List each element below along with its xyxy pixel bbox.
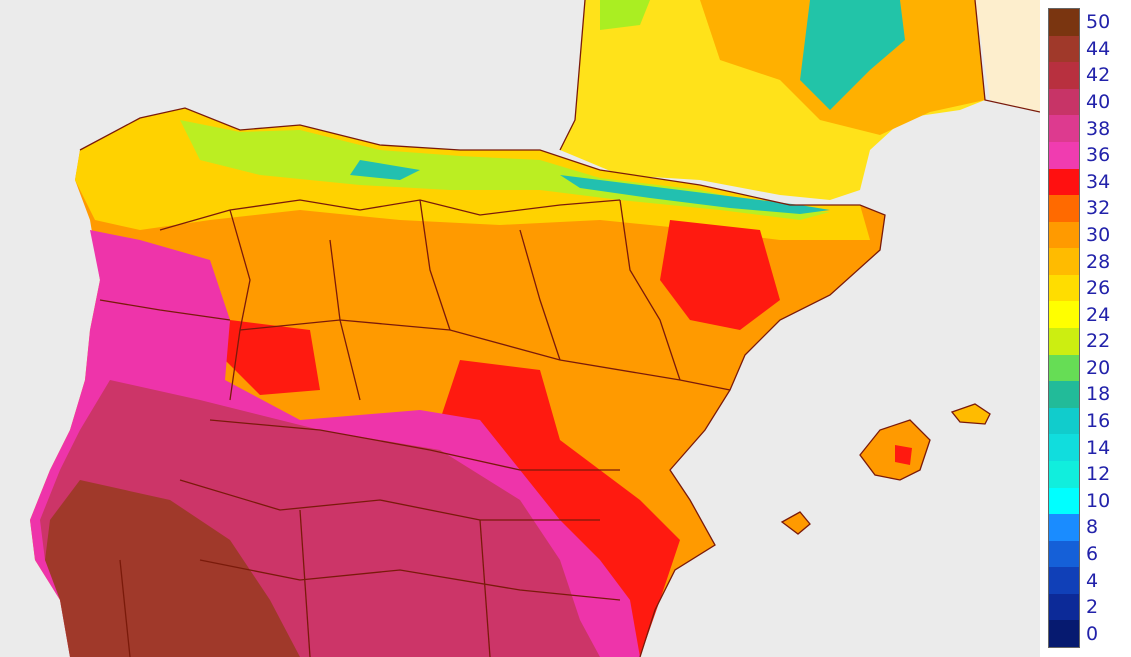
legend-swatch [1049, 514, 1079, 542]
temperature-map [0, 0, 1040, 657]
legend-swatch [1049, 540, 1079, 568]
legend-label: 12 [1086, 463, 1111, 486]
legend-swatch [1049, 487, 1079, 515]
outside-region [975, 0, 1040, 112]
legend-swatch [1049, 328, 1079, 355]
legend-label: 8 [1086, 516, 1099, 539]
legend-swatch [1049, 62, 1079, 90]
legend-label: 44 [1086, 37, 1111, 60]
color-scale-legend: 50 44 42 40 38 36 34 32 30 28 26 24 22 20 18 16 14 12 10 8 6… [1040, 0, 1131, 657]
legend-swatch [1049, 434, 1079, 462]
ibiza [782, 512, 810, 534]
legend-label: 2 [1086, 596, 1099, 619]
legend-label: 32 [1086, 197, 1111, 220]
legend-label: 30 [1086, 223, 1111, 246]
legend-label: 24 [1086, 303, 1111, 326]
legend-label: 36 [1086, 144, 1111, 167]
legend-swatch [1049, 168, 1079, 196]
legend-swatch [1049, 141, 1079, 169]
legend-label: 34 [1086, 170, 1111, 193]
legend-swatch [1049, 35, 1079, 63]
legend-label: 28 [1086, 250, 1111, 273]
legend-label: 10 [1086, 489, 1111, 512]
map-canvas [30, 0, 1040, 657]
legend-swatch [1049, 381, 1079, 409]
legend-swatch [1049, 9, 1079, 36]
legend-swatch [1049, 248, 1079, 276]
legend-label: 40 [1086, 91, 1111, 114]
legend-label: 20 [1086, 356, 1111, 379]
legend-swatch [1049, 115, 1079, 143]
legend-swatch [1049, 88, 1079, 116]
legend-swatch [1049, 460, 1079, 488]
legend-label: 0 [1086, 622, 1099, 645]
legend-swatch [1049, 221, 1079, 249]
legend-swatch [1049, 195, 1079, 223]
legend-label: 14 [1086, 436, 1111, 459]
legend-label: 16 [1086, 410, 1111, 433]
legend-label: 42 [1086, 64, 1111, 87]
legend-label: 50 [1086, 11, 1111, 34]
legend-label: 4 [1086, 569, 1099, 592]
legend-swatch [1049, 274, 1079, 302]
legend-swatch [1049, 301, 1079, 329]
legend-label: 26 [1086, 277, 1111, 300]
legend-swatch [1049, 567, 1079, 595]
legend-label: 6 [1086, 542, 1099, 565]
legend-swatch [1049, 620, 1079, 648]
legend-swatch [1049, 354, 1079, 382]
legend-label: 38 [1086, 117, 1111, 140]
legend-label: 22 [1086, 330, 1111, 353]
legend-color-bar [1048, 8, 1080, 648]
province-borders [79, 0, 1040, 657]
legend-swatch [1049, 407, 1079, 435]
legend-label: 18 [1086, 383, 1111, 406]
legend-swatch [1049, 593, 1079, 621]
